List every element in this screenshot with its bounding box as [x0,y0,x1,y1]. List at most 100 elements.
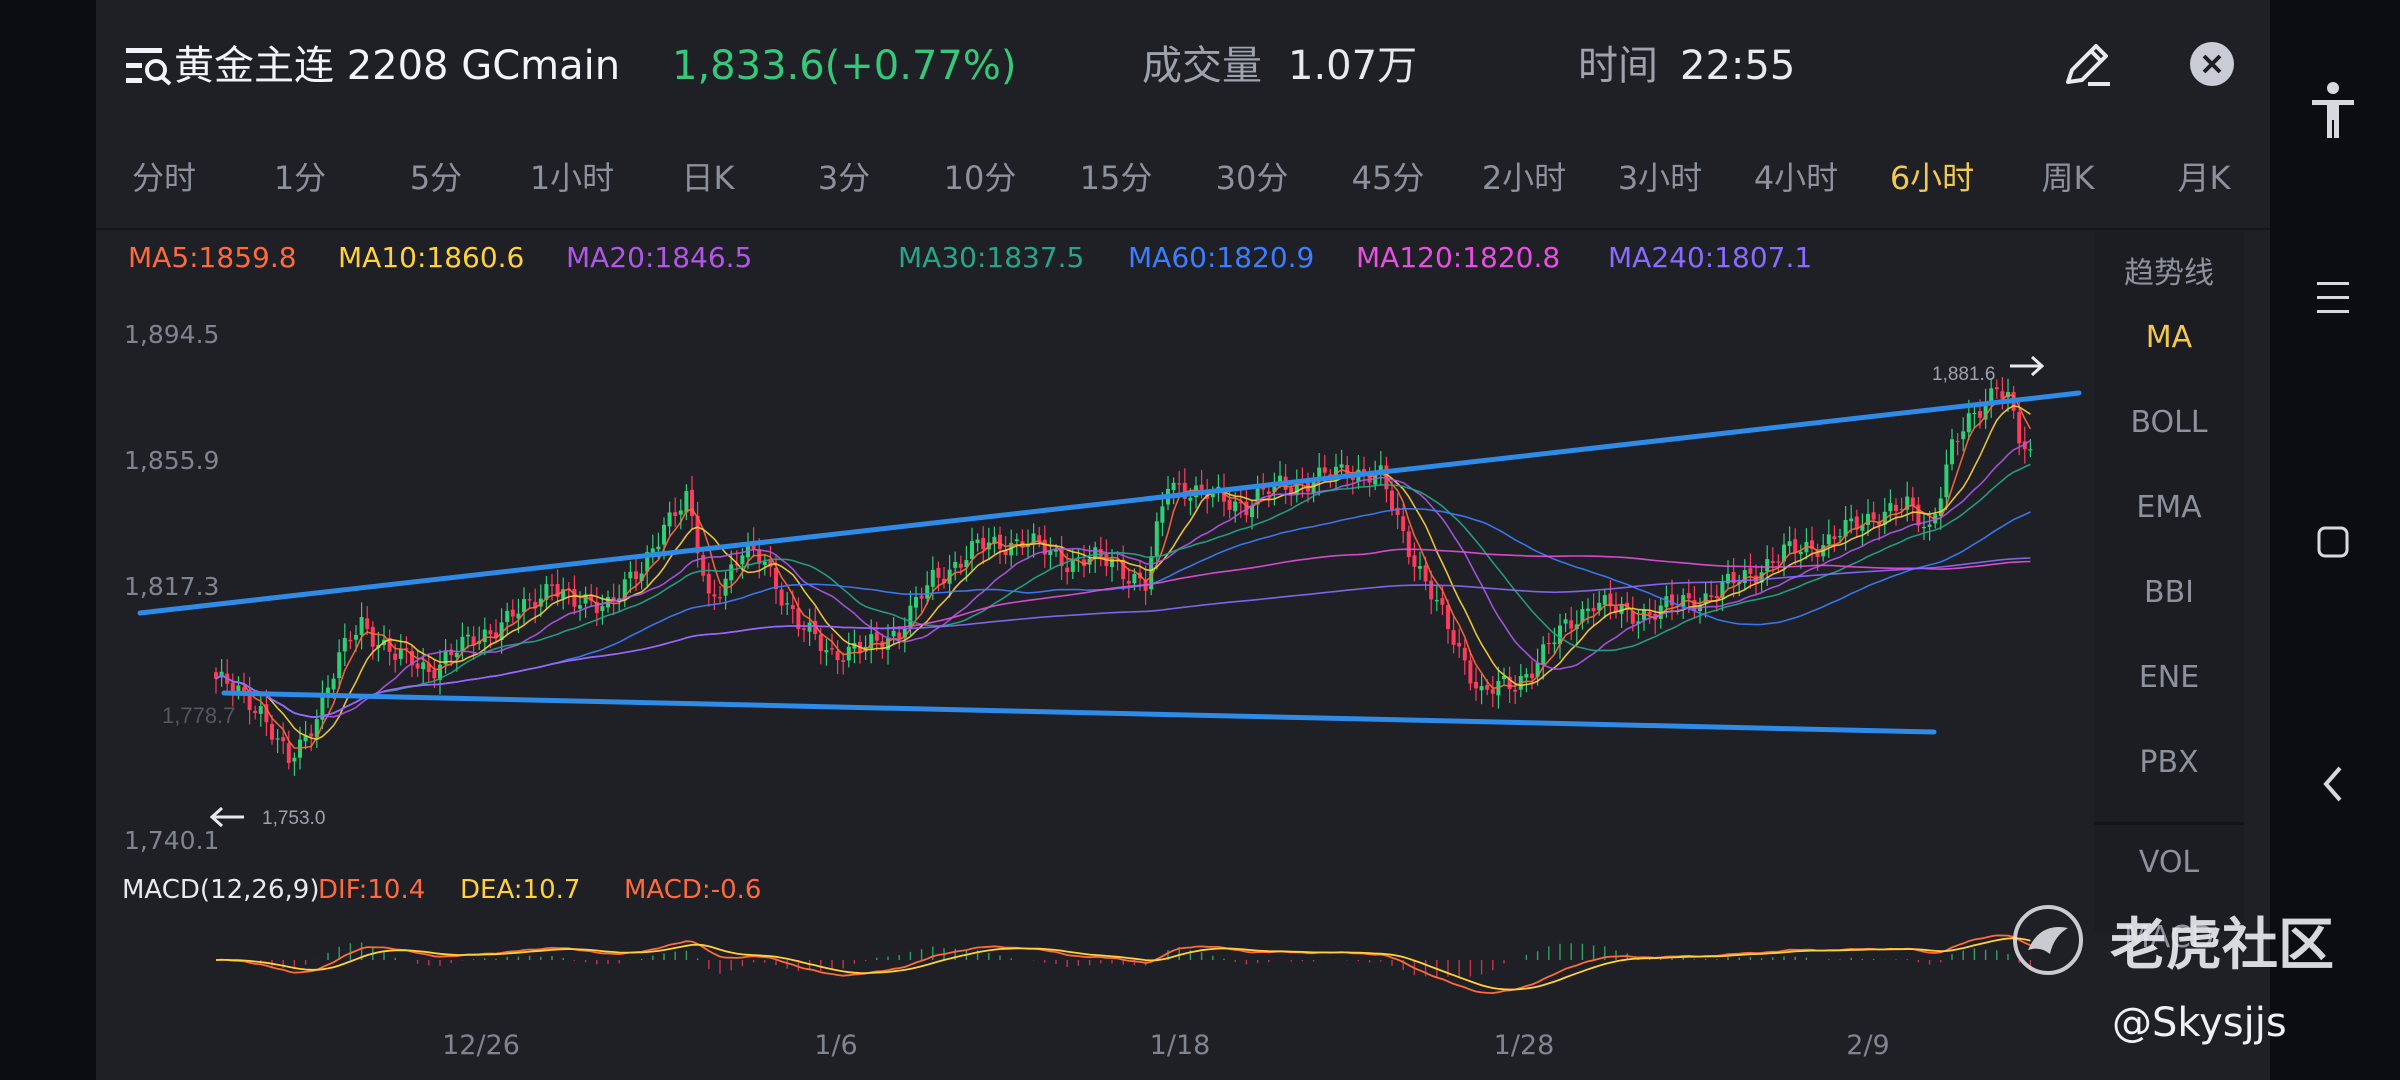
candle-body [701,554,706,576]
candle-body [572,588,577,607]
period-tab[interactable]: 5分 [409,159,463,197]
upper-trendline[interactable] [137,390,2082,616]
home-square-icon[interactable] [2308,522,2358,562]
candle-body [1866,513,1870,525]
candle-body [1552,642,1557,645]
indicator-tab[interactable]: EMA [2136,490,2202,525]
period-tab[interactable]: 1分 [273,159,327,197]
candle-body [1210,491,1215,498]
candle-body [1950,439,1954,465]
candle-body [981,537,986,550]
period-tab[interactable]: 日K [681,159,735,197]
candle-body [1199,484,1204,490]
high-price-label: 1,881.6 [1932,364,1995,385]
candle-body [1233,501,1238,512]
candle-body [1703,593,1708,604]
candle-body [1317,467,1322,481]
volume-label: 成交量 [1142,43,1262,89]
candle-body [578,605,582,609]
top-bar: 黄金主连 2208 GCmain 1,833.6(+0.77%) 成交量 1.0… [96,0,2270,130]
period-tab[interactable]: 分时 [131,159,196,197]
candle-body [533,602,538,609]
recents-menu-icon[interactable] [2308,280,2358,316]
candle-body [1014,539,1019,542]
indicator-tab[interactable]: PBX [2139,745,2199,780]
candle-body [1042,539,1047,555]
candle-body [1182,482,1187,499]
period-tab[interactable]: 10分 [943,159,1017,197]
candle-body [1490,689,1495,694]
candle-body [639,573,644,581]
candle-body [561,589,566,599]
candle-body [891,630,896,637]
candle-body [1423,565,1428,582]
period-tab[interactable]: 6小时 [1889,159,1975,197]
close-button[interactable] [2190,42,2234,86]
close-icon [2202,54,2222,74]
period-tab[interactable]: 月K [2177,159,2231,197]
candle-body [1597,602,1602,611]
candle-body [975,539,980,544]
candle-body [953,561,958,568]
candle-body [1126,580,1131,584]
candle-body [902,629,907,638]
candle-body [214,672,218,679]
ma10-line [215,404,2031,741]
candle-body [471,636,476,646]
candle-body [1031,533,1036,544]
candle-body [1608,593,1613,607]
y-axis-label: 1,817.3 [124,572,220,601]
accessibility-icon[interactable] [2308,80,2358,140]
candle-body [1048,550,1053,556]
indicator-tab[interactable]: BBI [2143,575,2194,610]
candle-body [1546,642,1551,645]
indicator-tab[interactable]: ENE [2138,660,2200,695]
candle-body [499,622,504,640]
macd-chart[interactable] [96,900,2094,1030]
candle-body [1910,497,1915,507]
candle-body [1563,619,1568,624]
indicator-tab[interactable]: VOL [2138,845,2200,880]
period-tab[interactable]: 4小时 [1753,159,1839,197]
time-value: 22:55 [1680,43,1796,89]
candle-body [443,651,448,665]
period-tab[interactable]: 2小时 [1481,159,1567,197]
candle-body [1989,388,1994,404]
period-tab[interactable]: 15分 [1079,159,1153,197]
candle-body [824,650,829,653]
period-tab[interactable]: 3小时 [1617,159,1703,197]
period-tab[interactable]: 周K [2041,159,2095,197]
candle-body [936,567,941,578]
candle-body [835,651,840,661]
menu-search-icon[interactable] [126,46,174,86]
candle-body [1507,676,1512,689]
candle-body [258,706,263,714]
indicator-tab[interactable]: BOLL [2130,405,2208,440]
dif-line [215,934,2031,995]
indicator-tab[interactable]: MA [2145,320,2193,355]
candle-body [253,710,258,713]
indicator-divider [2094,822,2244,825]
period-tab[interactable]: 1小时 [529,159,615,197]
volume-value: 1.07万 [1288,43,1418,89]
candle-body [1037,535,1042,542]
back-chevron-icon[interactable] [2308,762,2358,806]
candle-body [1647,612,1652,615]
period-tab[interactable]: 3分 [817,159,871,197]
instrument-name[interactable]: 黄金主连 2208 GCmain [174,43,621,89]
indicator-tab[interactable]: 趋势线 [2124,256,2214,291]
candle-body [583,594,588,604]
candle-body [1266,491,1271,494]
period-tab[interactable]: 30分 [1215,159,1289,197]
ma-legend-item: MA20:1846.5 [566,241,753,274]
candle-body [1059,548,1064,566]
indicator-tab[interactable]: MACD [2124,920,2214,955]
candle-body [1955,440,1960,443]
candle-body [1429,580,1434,600]
price-chart[interactable]: 1,881.6 1,753.0 1,778.7 [96,280,2094,860]
lower-trendline[interactable] [221,690,1937,735]
draw-pen-icon[interactable] [2060,40,2116,90]
candle-body [964,559,969,568]
candle-body [1871,512,1876,520]
period-tab[interactable]: 45分 [1351,159,1425,197]
